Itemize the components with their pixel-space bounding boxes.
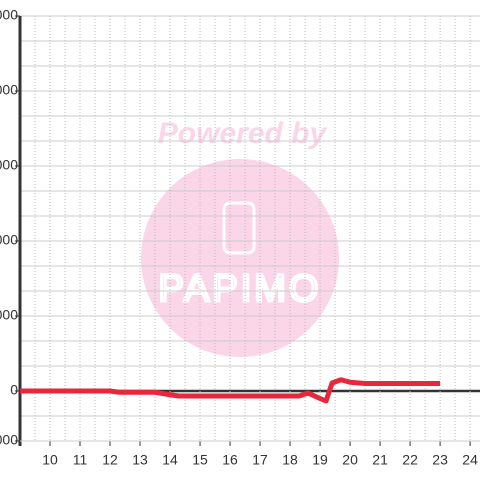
x-tick-label: 20: [342, 452, 358, 468]
y-tick-label: 30,000: [0, 307, 18, 323]
y-tick-label: 150,000: [0, 7, 18, 23]
x-tick-label: 13: [132, 452, 148, 468]
x-tick-label: 24: [462, 452, 478, 468]
x-tick-label: 14: [162, 452, 178, 468]
y-tick-label: 0: [10, 382, 18, 398]
x-tick-label: 21: [372, 452, 388, 468]
watermark-phone: [222, 201, 256, 255]
x-tick-label: 12: [102, 452, 118, 468]
x-tick-label: 10: [42, 452, 58, 468]
x-tick-label: 19: [312, 452, 328, 468]
y-tick-label: 120,000: [0, 82, 18, 98]
x-tick-label: 23: [432, 452, 448, 468]
watermark-logo: PAPIMO: [159, 268, 322, 310]
y-tick-label: 90,000: [0, 157, 18, 173]
x-tick-label: 15: [192, 452, 208, 468]
watermark-text: Powered by: [158, 117, 328, 150]
line: [20, 377, 441, 404]
x-tick-label: 11: [73, 452, 88, 468]
x-tick-label: 18: [282, 452, 298, 468]
y-tick-label: -20,000: [0, 432, 18, 448]
y-tick-label: 60,000: [0, 232, 18, 248]
watermark-circle: [141, 159, 339, 357]
x-tick-label: 22: [402, 452, 418, 468]
x-tick-label: 16: [222, 452, 238, 468]
x-tick-label: 17: [252, 452, 268, 468]
